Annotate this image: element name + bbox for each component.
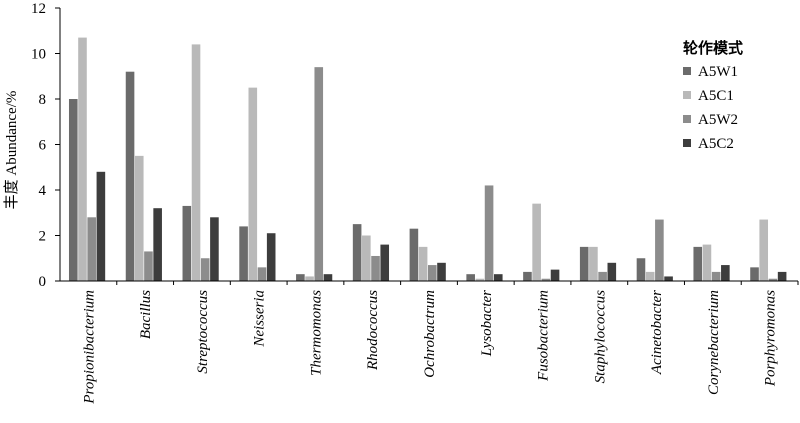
bar-A5W2-Streptococcus xyxy=(200,258,210,281)
y-tick-label: 8 xyxy=(39,92,47,108)
bar-A5W2-Neisseria xyxy=(257,267,267,281)
legend-swatch xyxy=(683,115,691,123)
category-label: Corynebacterium xyxy=(706,290,722,395)
bar-A5C2-Acinetobacter xyxy=(664,276,673,281)
legend-swatch xyxy=(683,139,691,147)
bar-A5C1-Streptococcus xyxy=(191,44,201,282)
bar-A5C1-Lysobacter xyxy=(475,278,485,281)
bar-A5W1-Rhodococcus xyxy=(352,224,362,282)
bar-A5W1-Porphyromonas xyxy=(750,267,759,281)
y-tick-label: 0 xyxy=(39,274,47,290)
bar-A5C1-Neisseria xyxy=(248,87,258,282)
bar-A5C2-Thermomonas xyxy=(323,274,333,281)
bar-A5W2-Bacillus xyxy=(144,251,153,281)
category-label: Thermomonas xyxy=(309,290,325,376)
category-label: Lysobacter xyxy=(479,290,495,357)
bar-A5W2-Acinetobacter xyxy=(655,219,664,281)
legend-swatch xyxy=(683,91,691,99)
bar-A5W1-Fusobacterium xyxy=(523,271,532,281)
bar-A5W2-Propionibacterium xyxy=(87,217,96,281)
bar-A5W1-Streptococcus xyxy=(182,205,192,281)
bar-A5W1-Ochrobactrum xyxy=(409,228,419,281)
category-label: Rhodococcus xyxy=(365,290,381,371)
legend-entry: A5W1 xyxy=(698,64,738,80)
bar-A5C1-Staphylococcus xyxy=(589,246,598,282)
bar-A5W1-Thermomonas xyxy=(296,274,305,281)
x-axis: Propionibacterium Bacillus Streptococcus Ne… xyxy=(60,280,799,405)
y-axis-label: 丰度 Abundance/% xyxy=(3,91,20,210)
category-label: Bacillus xyxy=(138,290,154,339)
bar-A5C2-Neisseria xyxy=(266,233,276,281)
bar-A5C2-Ochrobactrum xyxy=(437,262,446,281)
bar-A5C1-Porphyromonas xyxy=(759,219,769,281)
y-tick-label: 2 xyxy=(39,229,47,245)
bar-A5C2-Corynebacterium xyxy=(721,265,730,281)
y-tick-label: 6 xyxy=(39,138,47,154)
y-tick-label: 12 xyxy=(31,1,46,17)
bar-A5C1-Bacillus xyxy=(134,155,144,282)
bar-A5W2-Rhodococcus xyxy=(371,255,380,281)
bar-A5W1-Acinetobacter xyxy=(636,258,646,281)
bar-A5C2-Fusobacterium xyxy=(550,269,560,282)
bars xyxy=(68,37,787,282)
category-label: Neisseria xyxy=(252,290,268,348)
bar-A5C1-Corynebacterium xyxy=(702,244,712,281)
bar-A5W1-Lysobacter xyxy=(466,274,475,281)
legend-entry: A5W2 xyxy=(698,112,738,128)
bar-A5W1-Bacillus xyxy=(125,71,135,281)
category-label: Propionibacterium xyxy=(81,290,97,405)
category-label: Porphyromonas xyxy=(763,290,779,387)
bar-A5W2-Corynebacterium xyxy=(711,271,721,281)
bar-A5C2-Bacillus xyxy=(153,208,162,281)
bar-A5C2-Staphylococcus xyxy=(607,262,617,281)
legend-entry: A5C1 xyxy=(698,88,734,104)
bar-A5C1-Ochrobactrum xyxy=(418,246,428,282)
legend: 轮作模式 A5W1 A5C1 A5W2 A5C2 xyxy=(683,39,743,152)
bar-A5C2-Propionibacterium xyxy=(96,171,106,281)
bar-A5W2-Thermomonas xyxy=(314,67,324,282)
legend-entry: A5C2 xyxy=(698,136,734,152)
bar-A5C1-Thermomonas xyxy=(305,276,314,281)
y-tick-label: 10 xyxy=(31,47,46,63)
legend-title: 轮作模式 xyxy=(683,39,743,57)
bar-A5W1-Corynebacterium xyxy=(693,246,703,282)
bar-A5W1-Neisseria xyxy=(239,226,248,281)
category-label: Acinetobacter xyxy=(649,290,665,375)
category-label: Streptococcus xyxy=(195,290,211,374)
bar-A5W2-Fusobacterium xyxy=(541,278,551,281)
category-label: Staphylococcus xyxy=(592,290,608,383)
bar-A5C2-Rhodococcus xyxy=(380,244,390,281)
bar-A5C1-Fusobacterium xyxy=(532,203,541,281)
bar-A5C2-Lysobacter xyxy=(493,274,503,281)
category-label: Ochrobactrum xyxy=(422,290,438,378)
bar-A5C1-Propionibacterium xyxy=(78,37,87,281)
y-tick-label: 4 xyxy=(39,183,47,199)
bar-A5C2-Streptococcus xyxy=(210,217,219,281)
y-axis: 0 2 4 6 8 10 12 xyxy=(31,1,61,290)
bar-A5W2-Lysobacter xyxy=(484,185,494,281)
bar-A5W2-Staphylococcus xyxy=(598,271,607,281)
category-label: Fusobacterium xyxy=(536,290,552,382)
bar-A5C1-Acinetobacter xyxy=(645,271,655,281)
bar-A5W1-Propionibacterium xyxy=(68,99,78,281)
bar-A5C1-Rhodococcus xyxy=(362,235,371,281)
legend-swatch xyxy=(683,67,691,75)
bar-A5W2-Ochrobactrum xyxy=(428,265,437,281)
bar-A5W1-Staphylococcus xyxy=(579,246,589,282)
bar-A5W2-Porphyromonas xyxy=(768,278,778,281)
bar-A5C2-Porphyromonas xyxy=(777,271,787,281)
